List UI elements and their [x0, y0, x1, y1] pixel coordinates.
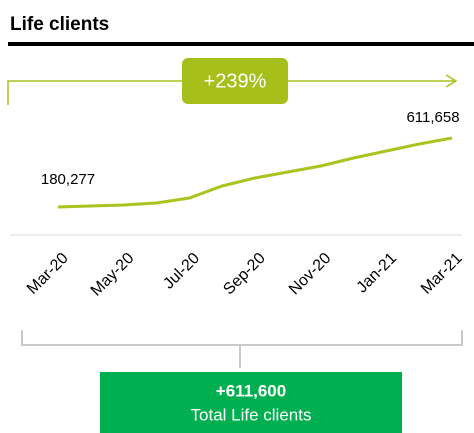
growth-bracket: [7, 80, 454, 105]
x-tick-label: Nov-20: [286, 250, 335, 299]
growth-label: +239%: [204, 70, 267, 92]
chart-title: Life clients: [10, 14, 109, 35]
total-bracket: [21, 330, 463, 368]
x-tick-label: Mar-21: [418, 250, 466, 298]
x-tick-label: Jan-21: [354, 250, 401, 297]
x-tick-label: Mar-20: [24, 250, 72, 298]
total-label: Total Life clients: [191, 405, 312, 424]
x-tick-label: Sep-20: [220, 250, 269, 299]
data-label: 611,658: [406, 109, 459, 126]
growth-badge: [182, 58, 288, 104]
data-label: 180,277: [41, 171, 95, 188]
x-tick-label: May-20: [88, 250, 138, 300]
total-box: [100, 372, 402, 433]
line: [57, 136, 453, 209]
growth-arrowhead: [445, 74, 458, 88]
title-rule: [8, 42, 474, 46]
total-value: +611,600: [216, 381, 286, 400]
x-tick-label: Jul-20: [160, 250, 203, 293]
